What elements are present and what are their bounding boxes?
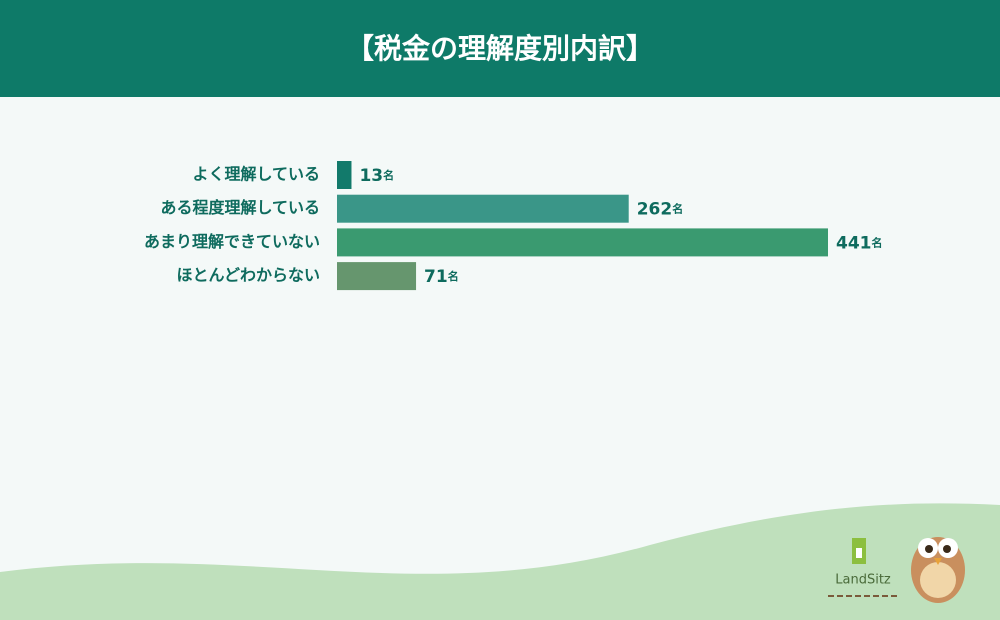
category-label: よく理解している <box>192 165 320 184</box>
value-label: 13名 <box>359 166 394 186</box>
bar <box>337 161 352 189</box>
bar <box>337 262 417 291</box>
value-label: 262名 <box>637 200 684 220</box>
category-label: ある程度理解している <box>160 198 320 217</box>
logo: LandSitz <box>828 538 898 597</box>
owl-beak <box>934 558 942 565</box>
wave <box>0 503 1000 620</box>
bar <box>337 194 629 223</box>
chart-title: 【税金の理解度別内訳】 <box>346 32 654 65</box>
value-label: 441名 <box>836 233 883 253</box>
bar <box>337 228 828 257</box>
owl-belly <box>920 562 956 598</box>
logo-icon-door <box>856 548 862 558</box>
category-label: あまり理解できていない <box>144 232 320 251</box>
owl <box>911 537 965 603</box>
header <box>0 0 1000 97</box>
value-label: 71名 <box>424 267 459 287</box>
logo-text: LandSitz <box>835 573 891 588</box>
category-label: ほとんどわからない <box>176 266 320 285</box>
owl-pupil <box>943 545 951 553</box>
owl-pupil <box>925 545 933 553</box>
